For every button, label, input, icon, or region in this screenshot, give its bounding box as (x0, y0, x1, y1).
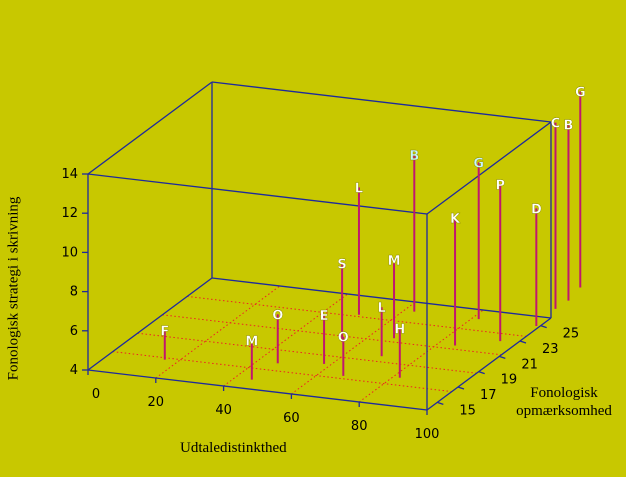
point-label: K (450, 212, 461, 227)
y-tick-label: 4 (70, 363, 78, 378)
z-tick-label: 15 (459, 403, 476, 418)
floor-grid-z (187, 295, 527, 337)
box-edge (87, 173, 428, 215)
point-label: B (409, 149, 419, 164)
point-label: G (473, 156, 484, 171)
floor-grid-z (162, 314, 502, 356)
box-edge (87, 81, 213, 175)
y-tick-label: 10 (61, 245, 78, 260)
point-label: O (272, 308, 283, 323)
z-tick-label: 17 (480, 388, 497, 403)
z-axis-title-line2: opmærksomhed (516, 403, 612, 419)
box-edge (211, 81, 552, 123)
x-tick-label: 60 (283, 411, 300, 426)
point-label: L (355, 181, 363, 196)
z-tick (519, 340, 527, 344)
box-edge (211, 277, 552, 319)
y-tick-label: 12 (61, 206, 78, 221)
x-axis-title: Udtaledistinkthed (180, 440, 287, 456)
x-tick-label: 0 (92, 387, 100, 402)
point-label: C (551, 117, 561, 132)
z-axis-title: Fonologisk opmærksomhed (494, 384, 626, 420)
z-tick-label: 19 (501, 373, 518, 388)
z-tick-label: 23 (542, 342, 559, 357)
y-axis-title: Fonologisk strategi i skrivning (5, 196, 22, 381)
floor-grid-x (223, 293, 348, 387)
z-tick-label: 25 (563, 327, 580, 342)
y-tick-label: 8 (70, 285, 78, 300)
z-tick (499, 355, 506, 359)
x-tick-label: 40 (215, 403, 232, 418)
point-label: B (563, 118, 573, 133)
z-tick (437, 401, 444, 405)
point-label: H (394, 323, 405, 338)
box-edge (87, 369, 428, 411)
z-tick (457, 386, 465, 390)
floor-grid-x (155, 285, 281, 379)
z-tick (540, 325, 547, 329)
point-label: M (388, 254, 401, 269)
floor-grid-z (137, 332, 477, 374)
x-tick-label: 100 (415, 427, 440, 442)
box-edge (426, 121, 552, 215)
box-edge (87, 277, 213, 371)
x-tick-label: 20 (148, 395, 165, 410)
floor-grid-z (112, 351, 452, 393)
point-label: E (320, 309, 329, 324)
box-edge (426, 317, 552, 411)
point-label: S (337, 257, 346, 272)
point-label: G (575, 86, 586, 101)
point-label: F (160, 324, 169, 339)
y-tick-label: 14 (61, 167, 78, 182)
point-label: O (338, 331, 349, 346)
z-tick-label: 21 (521, 357, 538, 372)
z-axis-title-line1: Fonologisk (530, 385, 598, 401)
y-tick-label: 6 (70, 324, 78, 339)
x-tick-label: 80 (351, 419, 368, 434)
z-tick (478, 371, 485, 375)
floor-plane (88, 278, 551, 410)
point-label: D (531, 202, 542, 217)
point-label: M (245, 334, 258, 349)
point-label: P (495, 178, 505, 193)
floor-grid-x (358, 309, 484, 403)
point-label: L (378, 301, 386, 316)
